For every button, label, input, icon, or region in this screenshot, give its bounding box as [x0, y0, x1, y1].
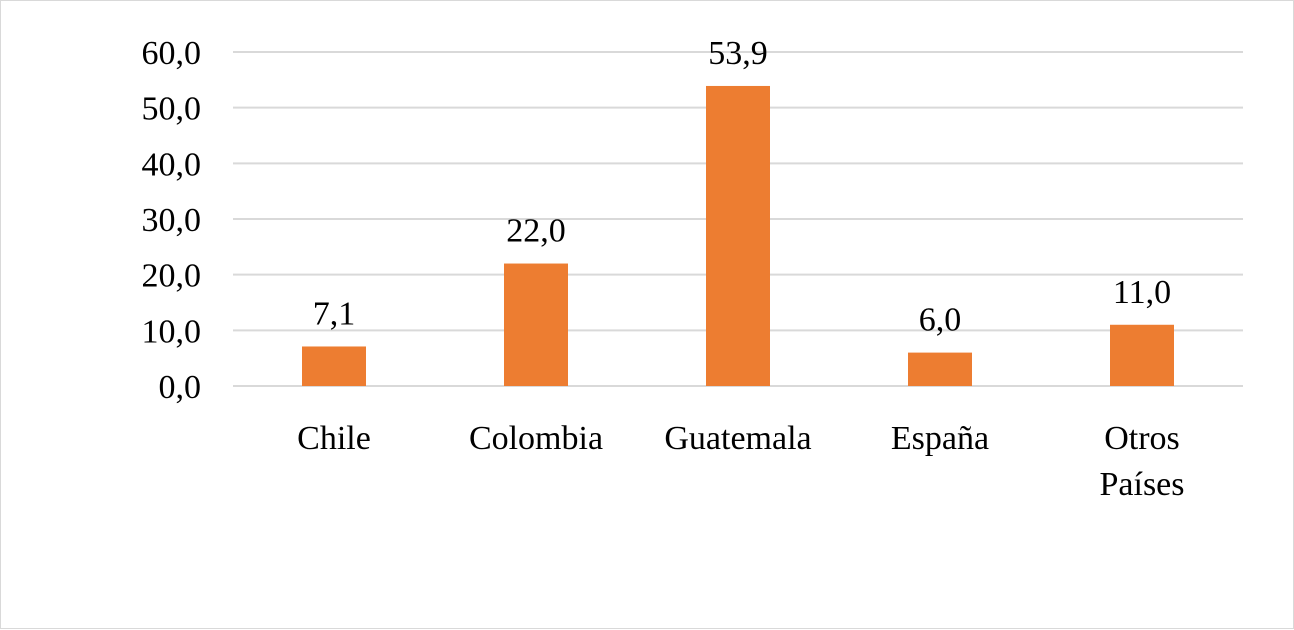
- y-tick-label: 50,0: [142, 91, 202, 128]
- data-label: 11,0: [1113, 274, 1171, 311]
- x-category-label: España: [891, 420, 989, 457]
- y-tick-label: 0,0: [159, 369, 202, 406]
- data-labels: 7,1 22,0 53,9 6,0 11,0: [313, 35, 1171, 339]
- x-category-label: Otros: [1104, 420, 1180, 457]
- y-tick-label: 10,0: [142, 313, 202, 350]
- x-category-label: Colombia: [469, 420, 603, 457]
- bar: [302, 346, 366, 386]
- x-category-label: Guatemala: [664, 420, 811, 457]
- data-label: 53,9: [708, 35, 768, 72]
- bars: [302, 85, 1174, 386]
- y-tick-label: 40,0: [142, 146, 202, 183]
- data-label: 22,0: [506, 213, 566, 250]
- bar: [706, 85, 770, 386]
- data-label: 7,1: [313, 295, 356, 332]
- y-axis-ticks: 0,0 10,0 20,0 30,0 40,0 50,0 60,0: [142, 35, 202, 406]
- data-label: 6,0: [919, 302, 962, 339]
- bar: [1110, 324, 1174, 386]
- bar: [504, 263, 568, 386]
- x-axis-categories: Chile Colombia Guatemala España Otros Países: [297, 420, 1184, 503]
- y-tick-label: 60,0: [142, 35, 202, 72]
- x-category-label: Países: [1100, 466, 1185, 503]
- x-category-label: Chile: [297, 420, 371, 457]
- y-tick-label: 30,0: [142, 202, 202, 239]
- y-tick-label: 20,0: [142, 258, 202, 295]
- bar: [908, 352, 972, 386]
